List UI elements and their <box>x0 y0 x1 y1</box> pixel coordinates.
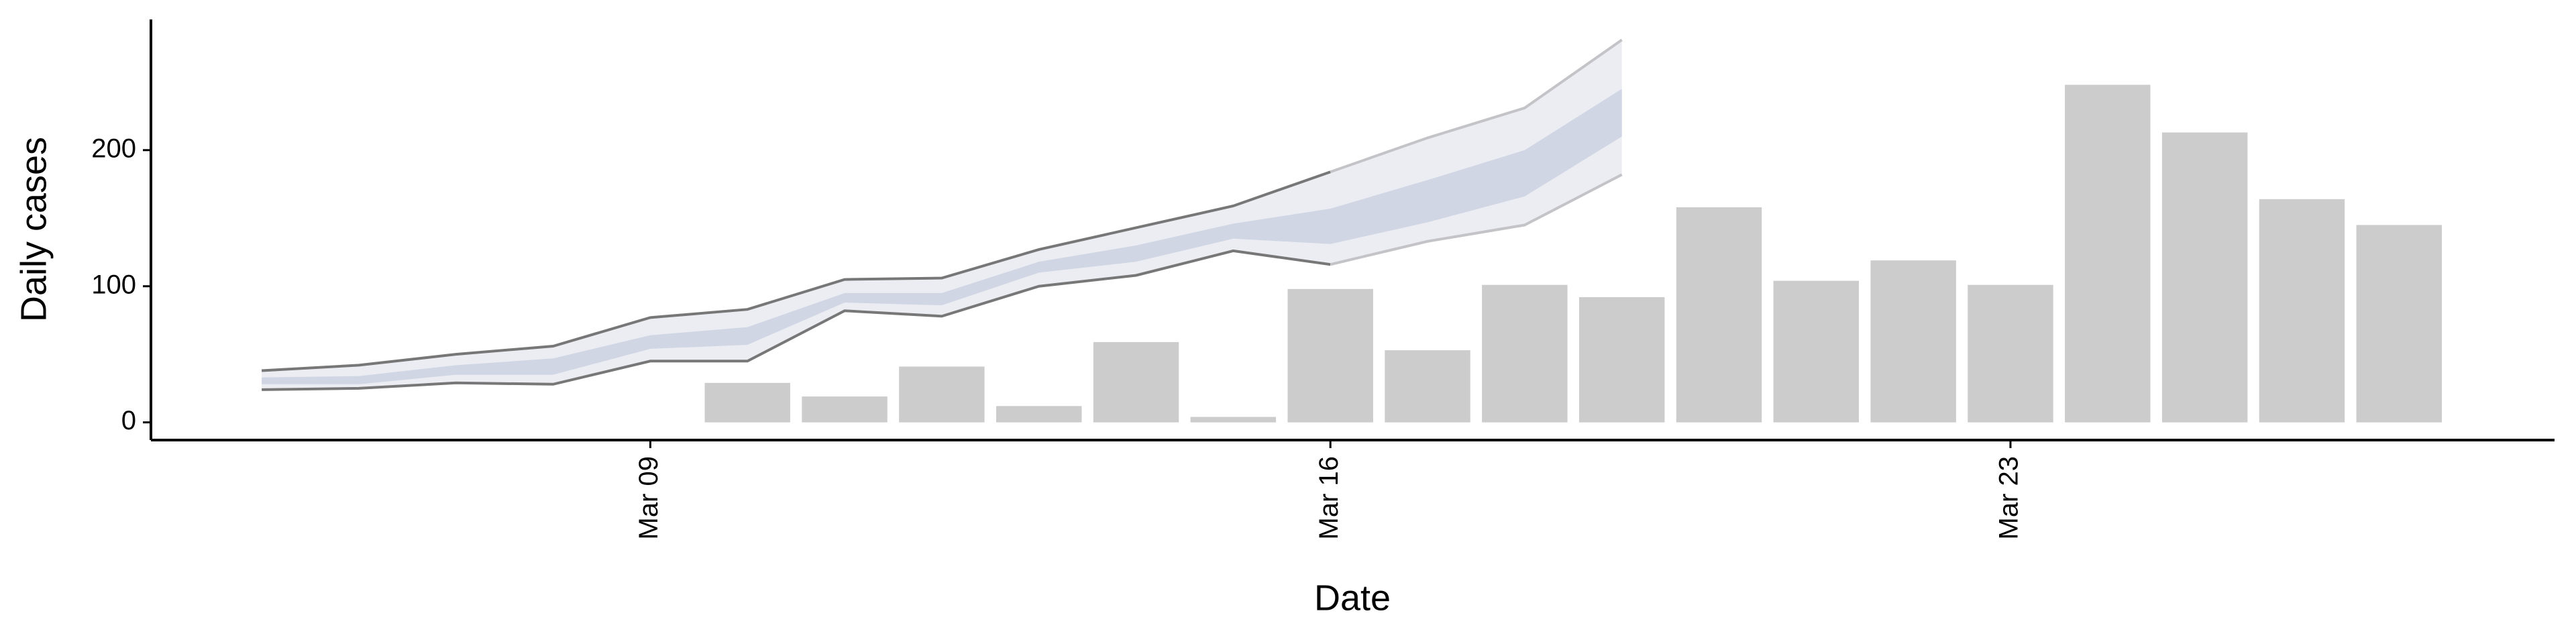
bar <box>1385 350 1470 423</box>
x-tick-label: Mar 16 <box>1314 456 1344 540</box>
bar <box>1578 297 1665 423</box>
y-tick-label: 200 <box>91 133 136 163</box>
bar <box>1287 288 1373 423</box>
x-axis-title: Date <box>1314 578 1391 618</box>
y-tick-label: 0 <box>121 406 136 435</box>
bar <box>1968 284 2053 423</box>
interval-line <box>262 249 1331 391</box>
y-tick-label: 100 <box>91 270 136 299</box>
x-tick-label: Mar 09 <box>634 456 663 540</box>
bar <box>1093 341 1179 423</box>
interval-line <box>1330 38 1623 174</box>
bar <box>1676 207 1762 423</box>
bar <box>1773 280 1860 423</box>
bar <box>1190 417 1277 423</box>
bar <box>2161 132 2248 423</box>
interval-line <box>261 170 1331 372</box>
bar <box>996 406 1082 423</box>
bar <box>2259 199 2345 423</box>
interval-line <box>1330 173 1623 266</box>
y-axis-title: Daily cases <box>13 137 54 322</box>
inner-band <box>262 89 1622 384</box>
x-tick-label: Mar 23 <box>1994 456 2024 540</box>
bar <box>802 396 888 423</box>
bar <box>2065 85 2151 423</box>
bar <box>704 382 790 423</box>
bar <box>1482 284 1568 423</box>
bar <box>1870 260 1956 423</box>
bar <box>899 366 985 423</box>
bar <box>2356 225 2443 423</box>
